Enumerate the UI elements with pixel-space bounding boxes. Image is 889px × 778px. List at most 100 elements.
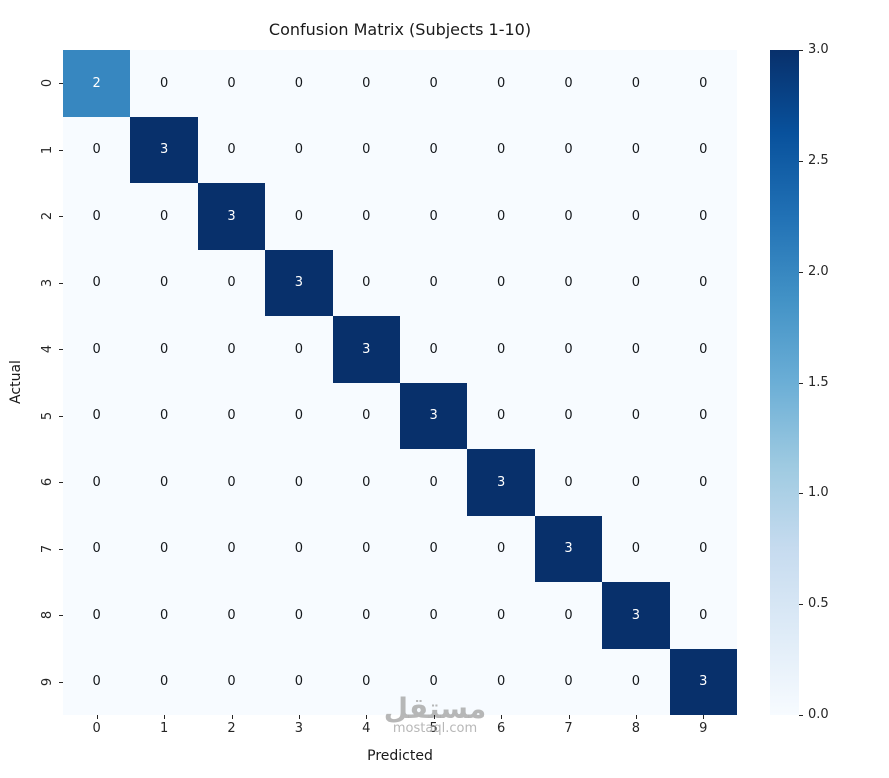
x-tick-label: 3	[294, 721, 304, 736]
colorbar-tick-label: 2.0	[808, 263, 829, 279]
x-tick-label: 1	[159, 721, 169, 736]
heatmap-cell: 3	[332, 316, 400, 383]
x-tick-label: 7	[564, 721, 573, 736]
heatmap-cell: 0	[467, 382, 535, 449]
heatmap-cell: 0	[400, 515, 468, 582]
x-tick-mark	[703, 715, 705, 719]
heatmap-cell: 0	[197, 382, 266, 449]
y-tick-label: 6	[39, 478, 55, 487]
heatmap-cell: 0	[467, 116, 535, 183]
y-tick-label: 7	[39, 544, 55, 553]
colorbar-tick-mark	[799, 50, 803, 51]
colorbar-tick-mark	[799, 271, 803, 273]
y-tick-mark	[59, 282, 63, 284]
heatmap-cell: 0	[130, 183, 198, 250]
heatmap-cell: 0	[534, 50, 603, 117]
heatmap-cell: 0	[669, 183, 737, 250]
heatmap-cell: 0	[197, 50, 266, 117]
heatmap-cell: 0	[63, 515, 131, 582]
heatmap-cell: 0	[197, 116, 266, 183]
y-tick-label: 9	[39, 677, 55, 686]
heatmap-cell: 0	[332, 116, 400, 183]
y-tick-mark	[59, 349, 63, 351]
heatmap-cell: 0	[602, 382, 670, 449]
heatmap-cell: 0	[534, 183, 603, 250]
heatmap-cell: 0	[265, 449, 333, 516]
heatmap-cell: 0	[400, 582, 468, 649]
x-tick-mark	[501, 715, 503, 719]
x-axis-label: Predicted	[367, 748, 433, 764]
heatmap-cell: 0	[63, 648, 131, 715]
heatmap-cell: 0	[669, 382, 737, 449]
heatmap-cell: 0	[400, 50, 468, 117]
y-tick-label: 3	[39, 278, 55, 287]
heatmap-cell: 0	[63, 116, 131, 183]
colorbar-tick-mark	[799, 493, 803, 495]
x-tick-label: 2	[227, 721, 236, 736]
heatmap-cell: 3	[467, 449, 535, 516]
heatmap-cell: 0	[130, 449, 198, 516]
heatmap-cell: 0	[602, 249, 670, 316]
heatmap-cell: 0	[602, 316, 670, 383]
heatmap-cell: 0	[265, 582, 333, 649]
x-tick-label: 4	[362, 721, 371, 736]
heatmap-cell: 0	[669, 449, 737, 516]
heatmap-cell: 3	[602, 582, 670, 649]
x-tick-label: 6	[496, 721, 506, 736]
heatmap-cell: 0	[265, 116, 333, 183]
y-tick-mark	[59, 415, 63, 417]
colorbar-tick-mark	[799, 160, 803, 162]
heatmap-cell: 0	[197, 515, 266, 582]
heatmap-cell: 0	[534, 116, 603, 183]
heatmap-cell: 0	[197, 582, 266, 649]
heatmap-cell: 0	[197, 648, 266, 715]
heatmap-cell: 0	[63, 183, 131, 250]
x-tick-mark	[568, 715, 570, 719]
heatmap-cell: 3	[130, 116, 198, 183]
heatmap-cell: 0	[602, 50, 670, 117]
heatmap-cell: 0	[534, 582, 603, 649]
heatmap-cell: 0	[332, 382, 400, 449]
heatmap-cell: 0	[400, 648, 468, 715]
y-tick-mark	[59, 482, 63, 484]
heatmap-cell: 0	[265, 50, 333, 117]
heatmap-cell: 0	[669, 515, 737, 582]
x-tick-mark	[96, 715, 98, 719]
heatmap-cell: 0	[534, 249, 603, 316]
heatmap-cell: 0	[602, 183, 670, 250]
y-tick-mark	[59, 149, 63, 151]
colorbar-tick-label: 1.5	[808, 374, 829, 390]
colorbar-tick-label: 0.0	[808, 707, 829, 722]
colorbar	[770, 50, 799, 715]
x-tick-mark	[366, 715, 368, 719]
heatmap-cell: 3	[400, 382, 468, 449]
heatmap-cell: 0	[400, 249, 468, 316]
heatmap-cell: 0	[332, 582, 400, 649]
heatmap-cell: 0	[467, 648, 535, 715]
x-tick-mark	[635, 715, 637, 719]
heatmap-cell: 0	[130, 382, 198, 449]
heatmap-cell: 0	[602, 116, 670, 183]
heatmap-cell: 0	[467, 249, 535, 316]
colorbar-tick-mark	[799, 382, 803, 384]
heatmap-cell: 3	[197, 183, 266, 250]
heatmap-cell: 0	[130, 515, 198, 582]
x-tick-label: 5	[429, 721, 438, 736]
heatmap-cell: 0	[332, 249, 400, 316]
heatmap-cell: 0	[63, 249, 131, 316]
heatmap-cell: 0	[400, 183, 468, 250]
heatmap-cell: 0	[265, 382, 333, 449]
y-tick-label: 4	[39, 345, 55, 354]
heatmap-cell: 0	[332, 648, 400, 715]
colorbar-tick-label: 0.5	[808, 596, 829, 612]
heatmap-cell: 0	[63, 582, 131, 649]
heatmap-cell: 0	[534, 648, 603, 715]
heatmap-cell: 0	[669, 316, 737, 383]
heatmap-cell: 0	[63, 449, 131, 516]
heatmap-cell: 0	[602, 449, 670, 516]
x-tick-label: 8	[631, 721, 641, 736]
heatmap-cell: 0	[669, 50, 737, 117]
y-tick-mark	[59, 548, 63, 550]
heatmap-cell: 0	[669, 582, 737, 649]
